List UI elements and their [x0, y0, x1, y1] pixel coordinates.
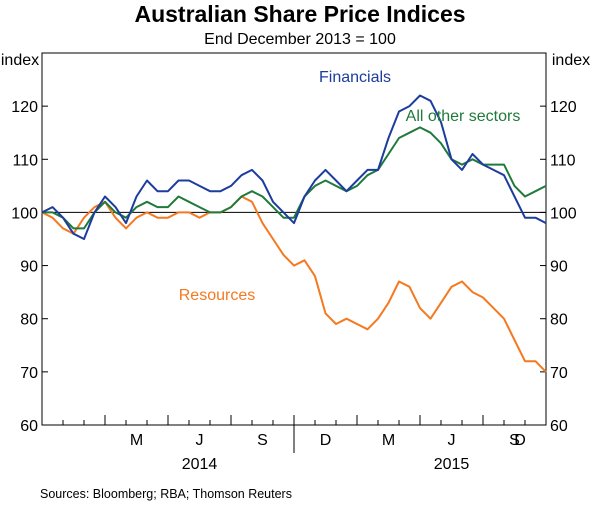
x-year-label: 2015: [434, 456, 470, 473]
y-tick-label-right: 120: [550, 99, 577, 116]
x-month-label: S: [509, 432, 520, 449]
x-year-label: 2014: [182, 456, 218, 473]
y-tick-label-right: 80: [550, 312, 568, 329]
x-month-label: M: [382, 432, 395, 449]
y-tick-label-left: 70: [20, 365, 38, 382]
x-month-label: S: [257, 432, 268, 449]
x-month-label: J: [196, 432, 204, 449]
x-month-label: M: [130, 432, 143, 449]
y-tick-label-right: 70: [550, 365, 568, 382]
series-lines: [41, 94, 547, 373]
x-month-label: D: [514, 432, 526, 449]
y-tick-label-left: 60: [20, 418, 38, 435]
all-other-sectors-label: All other sectors: [406, 108, 521, 125]
y-tick-label-right: 110: [550, 152, 576, 169]
y-unit-left: index: [1, 52, 39, 69]
y-tick-label-left: 90: [20, 259, 38, 276]
y-axis-ticks: 60 60 70 70 80 80 90 90 100 100 110 110 120 120: [11, 99, 577, 435]
x-month-label: D: [320, 432, 332, 449]
resources-line: [41, 195, 547, 373]
y-tick-label-right: 60: [550, 418, 568, 435]
y-tick-label-right: 100: [550, 205, 577, 222]
y-tick-label-left: 110: [12, 152, 38, 169]
chart-subtitle: End December 2013 = 100: [204, 31, 396, 48]
financials-line: [41, 94, 547, 240]
y-unit-right: index: [552, 52, 590, 69]
financials-label: Financials: [319, 69, 391, 86]
all-other-sectors-line: [42, 126, 547, 230]
x-month-label: J: [448, 432, 456, 449]
resources-label: Resources: [179, 287, 255, 304]
y-tick-label-right: 90: [550, 259, 568, 276]
source-note: Sources: Bloomberg; RBA; Thomson Reuters: [40, 487, 292, 501]
y-tick-label-left: 100: [11, 205, 38, 222]
y-tick-label-left: 120: [11, 99, 38, 116]
y-tick-label-left: 80: [20, 312, 38, 329]
chart-title: Australian Share Price Indices: [134, 1, 465, 27]
